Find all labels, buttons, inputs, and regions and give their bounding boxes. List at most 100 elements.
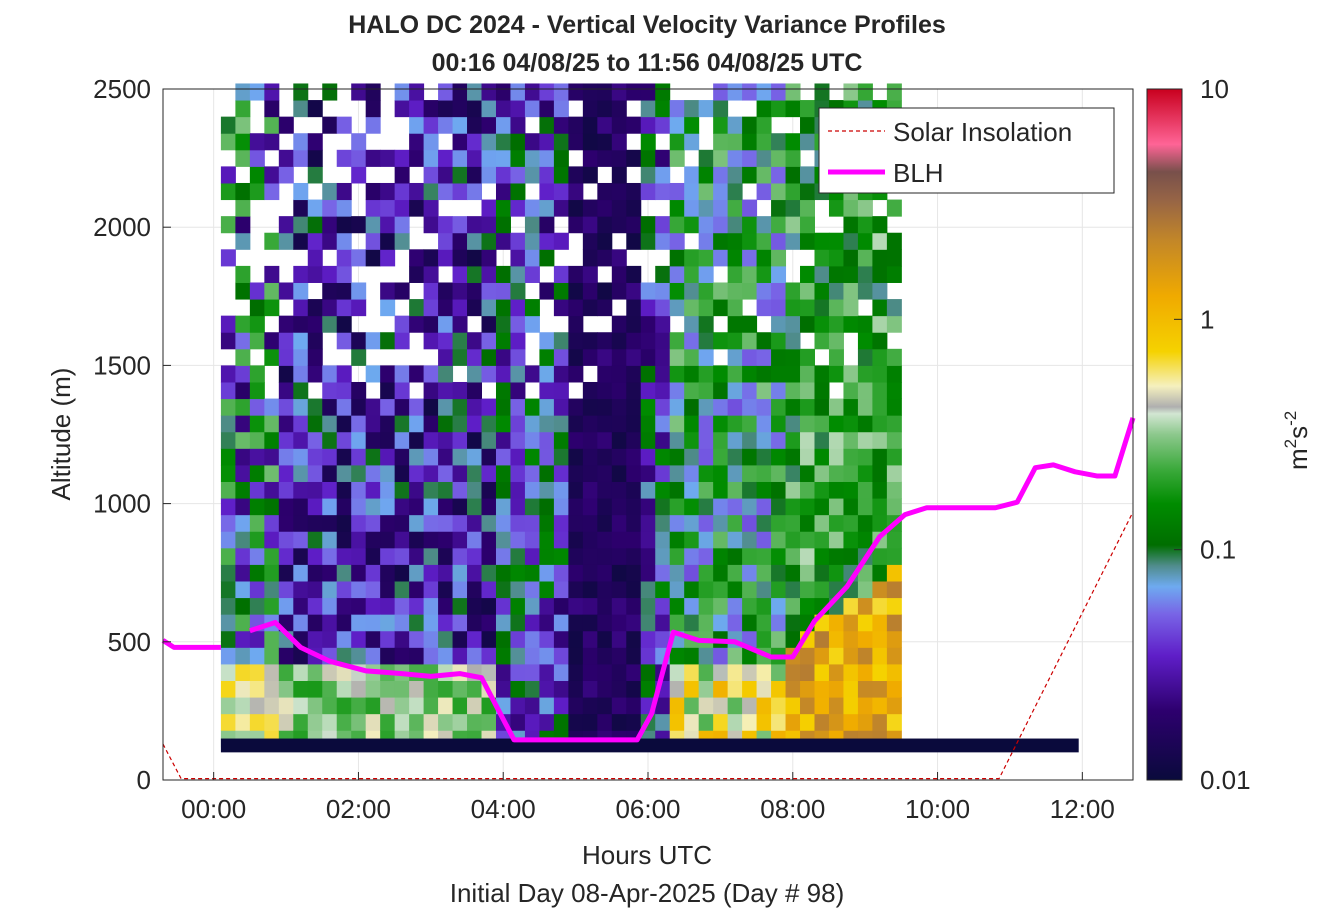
heatmap-cell <box>828 647 844 665</box>
heatmap-cell <box>655 630 671 648</box>
heatmap-cell <box>611 415 627 433</box>
heatmap-cell <box>524 580 540 599</box>
heatmap-cell <box>886 348 902 366</box>
heatmap-cell <box>322 299 338 317</box>
heatmap-cell <box>814 232 830 250</box>
series-lines <box>161 417 1136 780</box>
heatmap-cell <box>438 713 454 731</box>
heatmap-cell <box>872 663 888 681</box>
heatmap-cell <box>235 365 251 383</box>
heatmap-cell <box>698 464 714 482</box>
heatmap-cell <box>727 232 743 250</box>
heatmap-cell <box>582 216 598 234</box>
heatmap-cell <box>394 381 410 400</box>
heatmap-cell <box>293 216 309 234</box>
colorbar <box>1146 88 1183 781</box>
heatmap-cell <box>626 381 642 400</box>
heatmap-cell <box>640 216 656 234</box>
heatmap-cell <box>800 282 815 300</box>
heatmap-cell <box>322 381 338 400</box>
heatmap-cell <box>510 697 526 715</box>
heatmap-cell <box>307 216 323 234</box>
chart-subtitle: 00:16 04/08/25 to 11:56 04/08/25 UTC <box>432 49 863 77</box>
heatmap-cell <box>394 647 410 665</box>
heatmap-cell <box>481 498 497 516</box>
heatmap-cell <box>872 580 888 599</box>
heatmap-cell <box>539 149 555 167</box>
heatmap-cell <box>742 166 758 184</box>
heatmap-cell <box>785 133 801 151</box>
heatmap-cell <box>351 514 367 532</box>
variance-heatmap <box>220 83 1079 753</box>
heatmap-cell <box>351 614 367 632</box>
heatmap-cell <box>510 580 526 599</box>
heatmap-cell <box>510 464 526 482</box>
heatmap-cell <box>669 216 685 234</box>
heatmap-cell <box>510 265 526 283</box>
heatmap-cell <box>322 398 338 416</box>
heatmap-cell <box>220 713 236 731</box>
heatmap-cell <box>481 514 497 532</box>
heatmap-cell <box>771 232 787 250</box>
heatmap-cell <box>409 398 425 416</box>
heatmap-cell <box>872 348 888 366</box>
heatmap-cell <box>611 564 627 582</box>
heatmap-cell <box>467 713 483 731</box>
heatmap-cell <box>553 614 569 632</box>
heatmap-cell <box>742 564 758 582</box>
heatmap-cell <box>351 680 367 698</box>
heatmap-cell <box>727 531 743 549</box>
heatmap-cell <box>394 315 410 333</box>
heatmap-cell <box>220 431 236 449</box>
heatmap-cell <box>814 282 830 300</box>
heatmap-cell <box>481 265 497 283</box>
heatmap-cell <box>771 265 787 283</box>
heatmap-cell <box>539 464 555 482</box>
heatmap-cell <box>235 680 251 698</box>
heatmap-cell <box>264 116 280 134</box>
heatmap-cell <box>307 249 323 267</box>
heatmap-cell <box>857 464 873 482</box>
heatmap-cell <box>249 464 265 482</box>
heatmap-cell <box>249 83 265 101</box>
heatmap-cell <box>582 348 598 366</box>
heatmap-cell <box>495 332 511 350</box>
heatmap-cell <box>582 614 598 632</box>
heatmap-cell <box>249 713 265 731</box>
heatmap-cell <box>394 365 410 383</box>
heatmap-cell <box>336 365 352 383</box>
heatmap-cell <box>235 381 251 400</box>
heatmap-cell <box>264 531 280 549</box>
heatmap-cell <box>698 415 714 433</box>
heatmap-cell <box>655 464 671 482</box>
heatmap-cell <box>597 282 613 300</box>
heatmap-cell <box>438 431 454 449</box>
legend-label-blh: BLH <box>893 158 944 188</box>
heatmap-cell <box>278 216 294 234</box>
heatmap-cell <box>380 514 396 532</box>
heatmap-cell <box>539 332 555 350</box>
heatmap-cell <box>524 199 540 217</box>
x-tick-label: 00:00 <box>181 794 246 824</box>
heatmap-cell <box>611 332 627 350</box>
heatmap-cell <box>800 531 815 549</box>
heatmap-cell <box>365 398 381 416</box>
heatmap-cell <box>351 431 367 449</box>
heatmap-cell <box>394 680 410 698</box>
heatmap-cell <box>828 531 844 549</box>
heatmap-cell <box>698 713 714 731</box>
heatmap-cell <box>553 498 569 516</box>
heatmap-cell <box>597 663 613 681</box>
heatmap-cell <box>698 697 714 715</box>
heatmap-cell <box>640 580 656 599</box>
heatmap-cell <box>365 531 381 549</box>
heatmap-cell <box>582 299 598 317</box>
heatmap-cell <box>553 630 569 648</box>
heatmap-cell <box>365 216 381 234</box>
heatmap-cell <box>800 580 815 599</box>
heatmap-cell <box>843 232 859 250</box>
heatmap-cell <box>582 531 598 549</box>
heatmap-cell <box>467 332 483 350</box>
heatmap-cell <box>800 697 815 715</box>
heatmap-cell <box>582 199 598 217</box>
